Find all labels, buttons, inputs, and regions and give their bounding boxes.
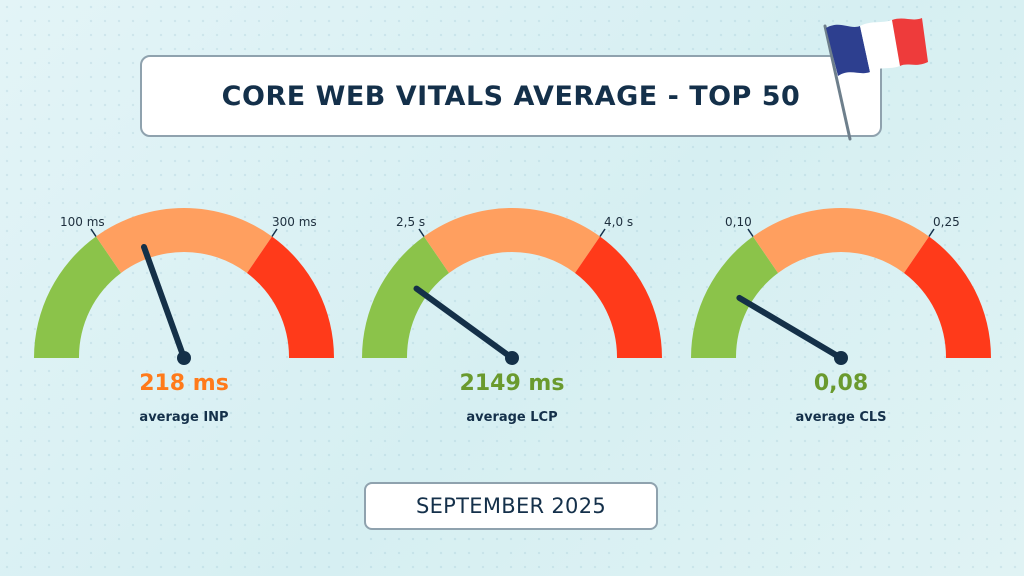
threshold-low-label: 0,10 bbox=[725, 215, 752, 229]
tick-mark-high bbox=[599, 228, 606, 237]
metric-value: 218 ms bbox=[139, 371, 229, 396]
gauge-segment-needs-improvement bbox=[96, 207, 272, 273]
metric-value: 2149 ms bbox=[459, 371, 565, 396]
metric-label: average CLS bbox=[795, 410, 887, 425]
page-title: CORE WEB VITALS AVERAGE - TOP 50 bbox=[221, 80, 801, 112]
gauge-segment-poor bbox=[904, 236, 991, 358]
needle-pivot bbox=[177, 351, 191, 365]
gauge-segment-good bbox=[691, 236, 778, 358]
needle-pivot bbox=[505, 351, 519, 365]
threshold-high-label: 4,0 s bbox=[604, 215, 634, 229]
gauge-segment-needs-improvement bbox=[424, 207, 600, 273]
metric-label: average INP bbox=[139, 410, 229, 425]
date-banner: SEPTEMBER 2025 bbox=[364, 482, 658, 530]
france-flag-icon bbox=[823, 18, 928, 141]
gauge-segment-poor bbox=[247, 236, 334, 358]
gauge-segment-good bbox=[362, 236, 449, 358]
gauge-needle bbox=[413, 285, 515, 361]
tick-mark-low bbox=[90, 228, 97, 237]
gauge-cls: 0,10 0,25 0,08 average CLS bbox=[691, 200, 991, 440]
tick-mark-high bbox=[928, 228, 935, 237]
needle-pivot bbox=[834, 351, 848, 365]
threshold-low-label: 2,5 s bbox=[396, 215, 426, 229]
gauge-dial bbox=[362, 207, 662, 365]
gauge-segment-good bbox=[34, 236, 121, 358]
metric-label: average LCP bbox=[466, 410, 558, 425]
gauge-needle bbox=[141, 244, 187, 361]
gauge-segment-poor bbox=[575, 236, 662, 358]
gauge-segment-needs-improvement bbox=[753, 207, 929, 273]
tick-mark-low bbox=[747, 228, 754, 237]
title-banner: CORE WEB VITALS AVERAGE - TOP 50 bbox=[140, 55, 882, 137]
gauge-needle bbox=[736, 294, 844, 361]
tick-mark-low bbox=[418, 228, 425, 237]
gauge-inp: 100 ms 300 ms 218 ms average INP bbox=[34, 200, 334, 440]
threshold-high-label: 300 ms bbox=[272, 215, 317, 229]
tick-mark-high bbox=[271, 228, 278, 237]
gauge-dial bbox=[34, 207, 334, 365]
gauge-lcp: 2,5 s 4,0 s 2149 ms average LCP bbox=[362, 200, 662, 440]
metric-value: 0,08 bbox=[813, 371, 869, 396]
threshold-high-label: 0,25 bbox=[933, 215, 960, 229]
gauge-dial bbox=[691, 207, 991, 365]
report-date: SEPTEMBER 2025 bbox=[415, 494, 607, 518]
threshold-low-label: 100 ms bbox=[60, 215, 105, 229]
